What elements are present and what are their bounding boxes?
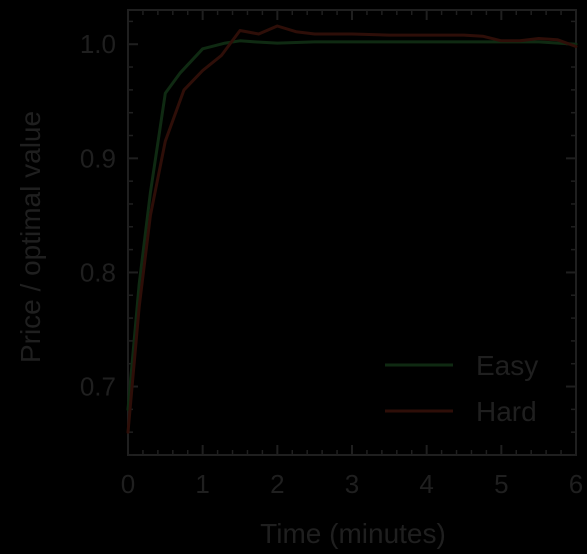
x-tick-label: 1 [195, 469, 209, 499]
series-line-easy [126, 39, 578, 411]
y-tick-label: 1.0 [80, 29, 116, 59]
y-axis-label: Price / optimal value [15, 111, 46, 363]
x-tick-label: 2 [270, 469, 284, 499]
legend-label-hard: Hard [476, 396, 537, 427]
legend: Easy Hard [385, 350, 538, 427]
axes: 0 1 2 3 4 5 6 0.7 0.8 0.9 1.0 [80, 9, 583, 499]
y-tick-label: 0.9 [80, 143, 116, 173]
y-tick-label: 0.7 [80, 372, 116, 402]
series-line-hard [126, 24, 578, 434]
x-tick-label: 4 [419, 469, 433, 499]
x-tick-label: 3 [345, 469, 359, 499]
legend-label-easy: Easy [476, 350, 538, 381]
x-tick-label: 0 [121, 469, 135, 499]
x-axis-label: Time (minutes) [260, 518, 446, 549]
plot-series [126, 24, 578, 434]
x-tick-label: 6 [569, 469, 583, 499]
y-tick-label: 0.8 [80, 257, 116, 287]
x-tick-label: 5 [494, 469, 508, 499]
